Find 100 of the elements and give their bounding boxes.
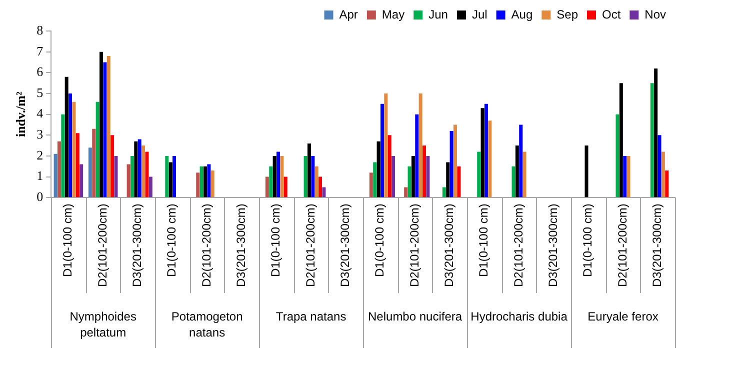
bar	[411, 156, 415, 198]
bar	[522, 152, 526, 198]
x-tick-label: D2(101-200cm)	[199, 204, 214, 288]
bar	[265, 176, 269, 198]
legend-label: May	[382, 7, 405, 22]
y-axis-title: indv./m²	[13, 92, 28, 138]
bar	[203, 166, 207, 198]
bar	[96, 102, 100, 198]
bar	[114, 156, 118, 198]
legend-label: Aug	[511, 7, 533, 22]
bar	[304, 156, 308, 198]
bar	[280, 156, 284, 198]
bar	[103, 62, 107, 198]
bar	[272, 156, 276, 198]
x-tick-label: D3(201-300cm)	[650, 204, 664, 288]
bar	[72, 102, 76, 198]
bar	[200, 166, 204, 198]
bar	[457, 166, 461, 198]
bar	[130, 156, 134, 198]
bar	[311, 156, 315, 198]
bar	[450, 130, 454, 198]
bar	[54, 154, 58, 198]
bar	[477, 152, 481, 198]
bar	[145, 152, 149, 198]
bar	[92, 128, 96, 198]
x-tick-label: D2(101-200cm)	[615, 204, 630, 288]
bar	[392, 156, 396, 198]
x-tick-label: D1(0-100 cm)	[476, 204, 491, 277]
bar	[480, 108, 484, 198]
bar	[318, 176, 322, 198]
bar	[446, 162, 450, 198]
text: Trapa natans	[276, 309, 346, 324]
bar	[369, 172, 373, 198]
bar	[57, 141, 61, 198]
bar	[64, 76, 68, 198]
bar	[488, 120, 492, 198]
legend-label: Nov	[644, 7, 666, 22]
x-tick-label: D2(101-200cm)	[95, 204, 110, 288]
x-tick-label: D2(101-200cm)	[511, 204, 526, 288]
x-tick-label: D1(0-100 cm)	[60, 204, 75, 277]
bar	[100, 52, 103, 198]
text: Euryale ferox	[588, 309, 658, 324]
bar	[584, 146, 588, 198]
bar	[276, 152, 280, 198]
y-tick-label: 7	[36, 43, 44, 58]
x-tick-label: D1(0-100 cm)	[372, 204, 387, 277]
x-tick-label: D3(201-300cm)	[130, 204, 144, 288]
y-tick-label: 8	[36, 22, 44, 38]
bar	[650, 83, 654, 198]
x-tick-label: D3(201-300cm)	[234, 204, 248, 288]
bar	[134, 141, 138, 198]
bar	[61, 114, 65, 198]
x-tick-label: D1(0-100 cm)	[580, 204, 595, 277]
bar	[422, 146, 426, 198]
bar	[658, 135, 662, 198]
bar	[207, 164, 211, 198]
y-tick-label: 4	[36, 106, 44, 121]
bar	[142, 146, 146, 198]
bar	[269, 166, 273, 198]
bar	[626, 156, 630, 198]
text: Potamogeton natans	[171, 309, 243, 340]
x-tick-label: D3(201-300cm)	[338, 204, 352, 288]
y-tick-label: 3	[36, 126, 44, 142]
bar	[654, 68, 658, 198]
bar	[168, 162, 172, 198]
bar	[623, 156, 627, 198]
bar	[376, 141, 380, 198]
bar	[68, 93, 72, 198]
bar	[512, 166, 516, 198]
bar	[172, 156, 176, 198]
bar	[484, 104, 488, 198]
legend-label: Sep	[556, 7, 578, 22]
x-tick-label: D1(0-100 cm)	[268, 204, 283, 277]
y-tick-label: 6	[36, 64, 44, 80]
bar	[314, 166, 318, 198]
bar	[415, 114, 419, 198]
bar	[196, 172, 200, 198]
bar	[76, 133, 80, 198]
legend-label: Jul	[472, 7, 488, 22]
x-tick-label: D3(201-300cm)	[442, 204, 456, 288]
bar	[519, 124, 523, 198]
y-tick-label: 0	[36, 189, 44, 204]
bar	[388, 135, 392, 198]
y-tick-label: 5	[36, 84, 44, 100]
bar	[110, 135, 114, 198]
bar	[619, 83, 623, 198]
bar	[373, 162, 377, 198]
bar	[322, 187, 326, 198]
bar	[88, 148, 92, 198]
bar	[138, 139, 142, 198]
bar	[210, 170, 214, 198]
y-tick-label: 1	[36, 168, 44, 184]
bar	[165, 156, 169, 198]
text: Hydrocharis dubia	[470, 309, 568, 324]
y-tick-label: 2	[36, 147, 44, 162]
legend-label: Oct	[602, 7, 622, 22]
bar	[453, 124, 457, 198]
bar	[148, 176, 152, 198]
bar	[106, 56, 110, 198]
bar	[665, 170, 669, 198]
